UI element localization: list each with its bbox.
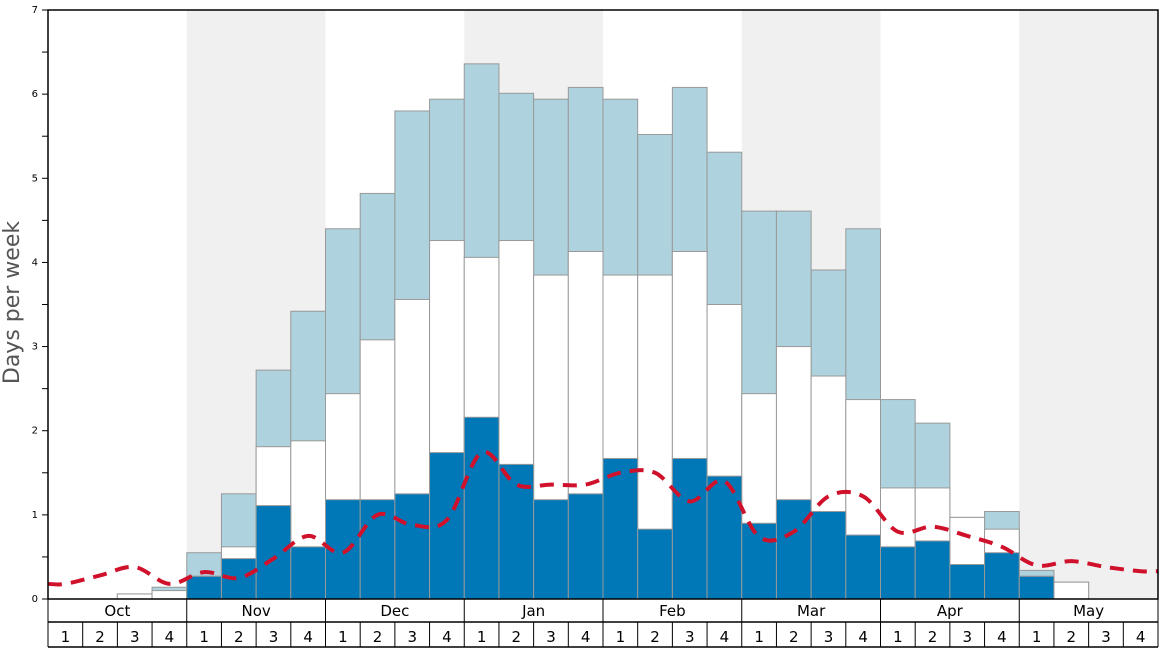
week-label: 4 [1136, 628, 1146, 646]
month-label: Apr [937, 602, 964, 620]
week-label: 4 [442, 628, 452, 646]
week-label: 3 [1101, 628, 1111, 646]
month-label: Dec [380, 602, 409, 620]
bar-dark [741, 522, 777, 600]
week-label: 1 [199, 628, 209, 646]
bar-dark [290, 546, 326, 600]
bar-dark [914, 540, 951, 600]
bar-dark [567, 493, 604, 600]
week-label: 2 [928, 628, 938, 646]
bar-dark [255, 505, 292, 600]
month-label: Nov [241, 602, 270, 620]
week-label: 4 [997, 628, 1007, 646]
y-tick-label: 6 [32, 89, 38, 100]
week-label: 3 [407, 628, 417, 646]
bar-dark [394, 493, 431, 600]
week-label: 1 [616, 628, 626, 646]
week-label: 4 [303, 628, 313, 646]
week-label: 1 [1032, 628, 1042, 646]
week-label: 2 [373, 628, 383, 646]
y-tick-label: 3 [32, 342, 38, 353]
y-tick-label: 1 [32, 510, 38, 521]
week-label: 1 [893, 628, 903, 646]
month-label: Mar [797, 602, 826, 620]
week-label: 2 [234, 628, 244, 646]
bar-dark [880, 546, 916, 600]
month-label: Jan [521, 602, 545, 620]
week-label: 1 [338, 628, 348, 646]
y-tick-label: 7 [32, 5, 38, 16]
y-axis-label: Days per week [0, 220, 25, 385]
bar-dark [1018, 575, 1055, 600]
week-label: 3 [546, 628, 556, 646]
bar-mid [1053, 581, 1090, 600]
week-label: 1 [477, 628, 487, 646]
week-label: 2 [512, 628, 522, 646]
bar-dark [429, 452, 465, 600]
month-band [1019, 10, 1158, 599]
bar-dark [533, 499, 569, 600]
week-label: 4 [720, 628, 730, 646]
y-tick-label: 4 [32, 257, 38, 268]
bar-dark [845, 534, 881, 600]
bar-dark [498, 463, 535, 600]
bar-mid [116, 593, 153, 600]
week-label: 2 [789, 628, 799, 646]
bar-mid [151, 590, 188, 600]
y-tick-label: 2 [32, 426, 38, 437]
bar-dark [984, 552, 1020, 600]
week-label: 3 [685, 628, 695, 646]
week-label: 2 [650, 628, 660, 646]
week-label: 3 [269, 628, 279, 646]
month-label: May [1073, 602, 1104, 620]
bar-dark [463, 416, 500, 600]
week-label: 1 [754, 628, 764, 646]
week-label: 1 [61, 628, 71, 646]
y-tick-label: 5 [32, 173, 38, 184]
bar-dark [810, 510, 847, 600]
week-label: 4 [165, 628, 175, 646]
bar-dark [775, 499, 812, 600]
week-label: 2 [95, 628, 105, 646]
week-label: 2 [1067, 628, 1077, 646]
week-label: 4 [858, 628, 868, 646]
month-label: Feb [659, 602, 686, 620]
bar-dark [949, 564, 986, 600]
bar-dark [637, 528, 673, 600]
week-label: 3 [962, 628, 972, 646]
month-label: Oct [104, 602, 130, 620]
bar-dark [602, 457, 639, 600]
week-label: 3 [130, 628, 140, 646]
week-label: 3 [824, 628, 834, 646]
y-tick-label: 0 [32, 594, 38, 605]
bar-dark [186, 575, 222, 600]
trend-line [47, 450, 1159, 587]
bar-dark [706, 475, 743, 600]
week-label: 4 [581, 628, 591, 646]
bar-dark [671, 457, 708, 600]
